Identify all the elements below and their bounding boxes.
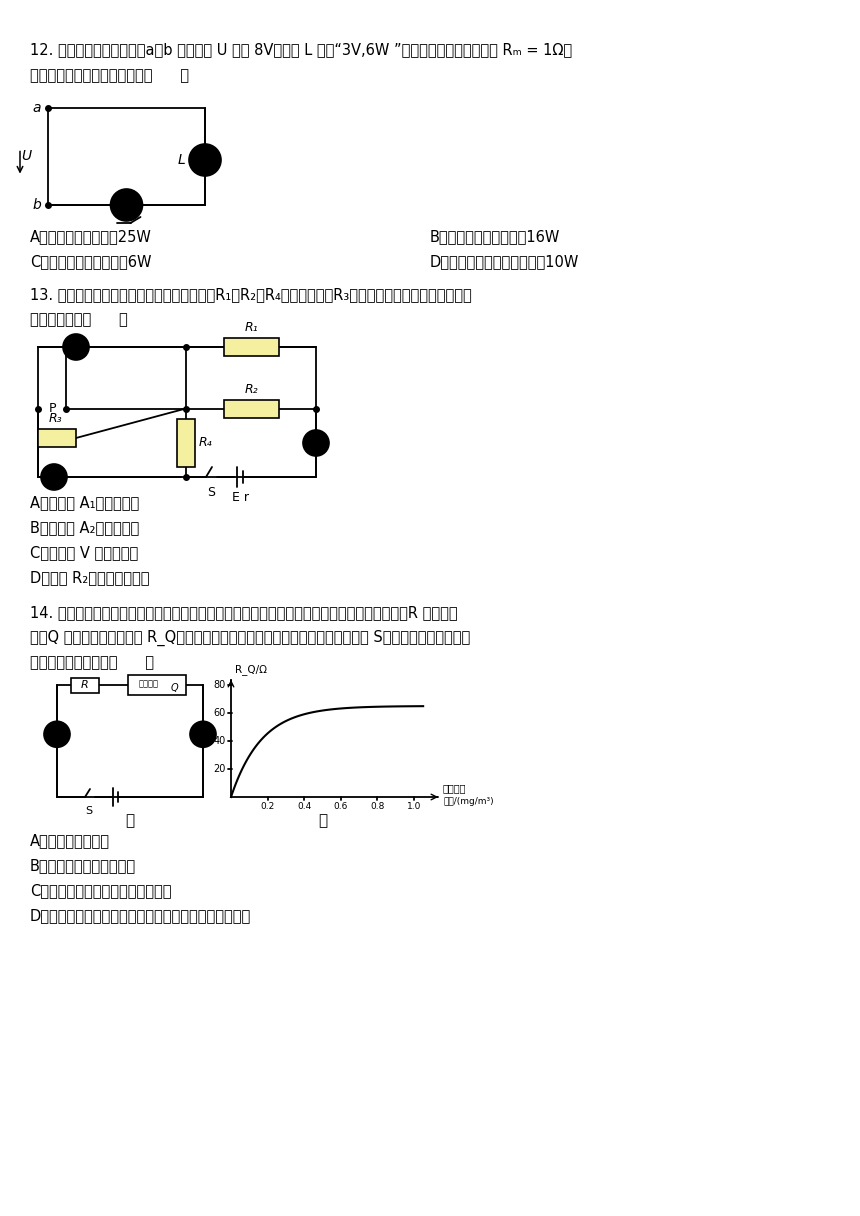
Text: B．电流表 A₂的示数减小: B．电流表 A₂的示数减小: [30, 520, 139, 535]
Text: 0.8: 0.8: [370, 803, 384, 811]
Text: R₁: R₁: [244, 321, 258, 334]
Text: A．电流表 A₁的示数减小: A．电流表 A₁的示数减小: [30, 495, 139, 510]
Text: L: L: [177, 153, 185, 167]
Text: 0.2: 0.2: [261, 803, 274, 811]
Text: D．电阴 R₂消耗的功率增大: D．电阴 R₂消耗的功率增大: [30, 570, 150, 585]
Circle shape: [303, 430, 329, 456]
Circle shape: [190, 721, 216, 748]
Text: 40: 40: [214, 736, 226, 745]
Text: 乙: 乙: [318, 814, 327, 828]
Text: 酒精气体浓度越大时（      ）: 酒精气体浓度越大时（ ）: [30, 655, 154, 670]
FancyBboxPatch shape: [38, 429, 76, 447]
FancyBboxPatch shape: [224, 338, 279, 356]
Text: C．电压表 V 的示数减小: C．电压表 V 的示数减小: [30, 545, 138, 561]
Text: V: V: [53, 730, 61, 739]
Circle shape: [189, 143, 221, 176]
Text: 片向右移动时（      ）: 片向右移动时（ ）: [30, 313, 128, 327]
Text: A₁: A₁: [71, 342, 81, 351]
Text: V: V: [50, 472, 58, 482]
Text: 0.4: 0.4: [297, 803, 311, 811]
Text: 若灯泡恰能正常发光，则此时（      ）: 若灯泡恰能正常发光，则此时（ ）: [30, 68, 189, 83]
Text: C．电压表与电流表的示数乘积越小: C．电压表与电流表的示数乘积越小: [30, 883, 171, 897]
FancyBboxPatch shape: [128, 675, 186, 696]
Text: 酒精气体: 酒精气体: [443, 783, 466, 793]
FancyBboxPatch shape: [177, 420, 195, 467]
Text: 气敏元件: 气敏元件: [139, 680, 159, 688]
Text: U: U: [21, 150, 31, 163]
Text: 60: 60: [214, 708, 226, 717]
Circle shape: [41, 465, 67, 490]
FancyBboxPatch shape: [71, 677, 99, 692]
Text: B．电路消耗的总功率越大: B．电路消耗的总功率越大: [30, 858, 136, 873]
Text: R₄: R₄: [199, 437, 212, 450]
Text: Q: Q: [170, 683, 178, 693]
Text: 1.0: 1.0: [407, 803, 421, 811]
Text: 14. 小明设计了一种酒精测试仪的电路，其电路如图甲所示，电源电动势恒定，内阴忽略不计，R 为定値电: 14. 小明设计了一种酒精测试仪的电路，其电路如图甲所示，电源电动势恒定，内阴忽…: [30, 606, 458, 620]
Text: R: R: [81, 680, 89, 689]
Text: E r: E r: [231, 491, 249, 503]
Text: P: P: [48, 402, 56, 416]
Text: C．电动机的输出功率为6W: C．电动机的输出功率为6W: [30, 254, 151, 269]
FancyBboxPatch shape: [224, 400, 279, 418]
Text: a: a: [33, 101, 41, 116]
Text: S: S: [85, 806, 93, 816]
Text: 0.6: 0.6: [334, 803, 348, 811]
Text: 甲: 甲: [126, 814, 134, 828]
Text: D．电压表示数的变化量与电流表示数的变化量之比越大: D．电压表示数的变化量与电流表示数的变化量之比越大: [30, 908, 251, 923]
Text: S: S: [207, 486, 215, 499]
Text: A．电流表示数越大: A．电流表示数越大: [30, 833, 110, 848]
Text: M: M: [120, 198, 133, 212]
Text: 阴，Q 为气敏元件，其阴値 R_Q随被测酒精气体浓度的变化如图乙所示。闭合开关 S，检测时，当人呼出的: 阴，Q 为气敏元件，其阴値 R_Q随被测酒精气体浓度的变化如图乙所示。闭合开关 …: [30, 630, 470, 646]
Text: B．电动机的输入功率为16W: B．电动机的输入功率为16W: [430, 229, 561, 244]
Text: A．电动机的热功率为25W: A．电动机的热功率为25W: [30, 229, 152, 244]
Text: 13. 如图所示的电路中，电表均为理想电表，R₁、R₂、R₄为定値电阴，R₃为滑动变阴器，当滑动变阴器滑: 13. 如图所示的电路中，电表均为理想电表，R₁、R₂、R₄为定値电阴，R₃为滑…: [30, 287, 472, 302]
Text: D．整个电路消耗的电功率为10W: D．整个电路消耗的电功率为10W: [430, 254, 580, 269]
Text: R_Q/Ω: R_Q/Ω: [235, 664, 267, 675]
Text: A₂: A₂: [310, 438, 322, 447]
Text: 12. 在如图所示的电路中，a、b 两端电压 U 恒为 8V，灯泡 L 标有“3V,6W ”字样，电动机线圈的电阴 Rₘ = 1Ω，: 12. 在如图所示的电路中，a、b 两端电压 U 恒为 8V，灯泡 L 标有“3…: [30, 43, 572, 57]
Text: b: b: [33, 198, 41, 212]
Circle shape: [110, 188, 143, 221]
Text: 80: 80: [214, 680, 226, 689]
Text: R₃: R₃: [48, 412, 62, 426]
Text: R₂: R₂: [244, 383, 258, 396]
Text: 20: 20: [213, 764, 226, 775]
Circle shape: [63, 334, 89, 360]
Circle shape: [44, 721, 70, 748]
Text: 浓度/(mg/m³): 浓度/(mg/m³): [443, 796, 494, 806]
Text: A: A: [200, 730, 206, 739]
